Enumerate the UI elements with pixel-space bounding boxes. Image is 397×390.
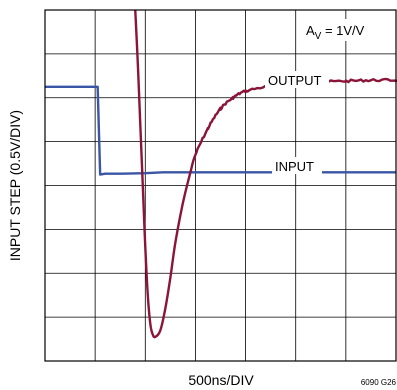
input-series-label: INPUT xyxy=(275,159,314,174)
input-label-background xyxy=(272,157,322,174)
gain-suffix: = 1V/V xyxy=(321,23,364,38)
gain-prefix: A xyxy=(306,23,315,38)
series-line-output xyxy=(134,9,397,339)
gain-annotation-background xyxy=(302,19,394,41)
y-axis-label: INPUT STEP (0.5V/DIV) xyxy=(7,110,23,261)
output-label-background xyxy=(265,71,329,88)
gain-subscript: V xyxy=(315,31,322,42)
gain-annotation: AV = 1V/V xyxy=(306,23,365,42)
series-line-input xyxy=(45,85,396,176)
output-series-label: OUTPUT xyxy=(268,73,322,88)
grid xyxy=(45,10,396,361)
series-group xyxy=(45,9,397,339)
plot-border xyxy=(44,9,397,362)
x-axis-label: 500ns/DIV xyxy=(188,372,254,388)
figure-id: 6090 G26 xyxy=(361,378,397,387)
